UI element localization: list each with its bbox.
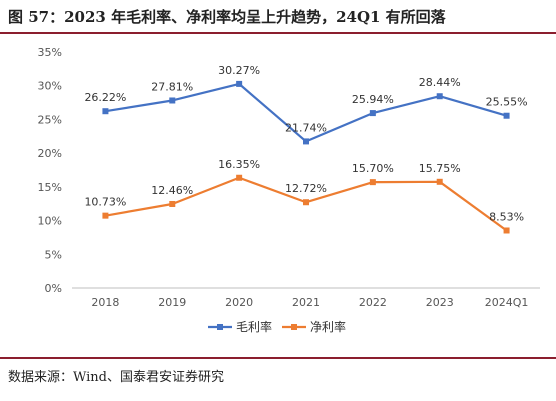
- y-tick-label: 5%: [45, 248, 62, 261]
- x-tick-label: 2023: [426, 296, 454, 309]
- data-label: 10.73%: [84, 196, 126, 209]
- data-point: [102, 108, 109, 115]
- y-tick-label: 20%: [38, 147, 62, 160]
- data-point: [503, 112, 510, 119]
- y-tick-label: 15%: [38, 181, 62, 194]
- data-point: [236, 80, 243, 87]
- y-tick-label: 25%: [38, 113, 62, 126]
- x-tick-label: 2022: [359, 296, 387, 309]
- data-label: 25.55%: [486, 96, 528, 109]
- data-point: [369, 179, 376, 186]
- data-label: 12.46%: [151, 184, 193, 197]
- y-tick-label: 0%: [45, 282, 62, 295]
- x-tick-label: 2021: [292, 296, 320, 309]
- data-label: 30.27%: [218, 64, 260, 77]
- data-point: [436, 178, 443, 185]
- data-point: [436, 93, 443, 100]
- x-tick-label: 2024Q1: [485, 296, 529, 309]
- data-point: [102, 212, 109, 219]
- data-label: 21.74%: [285, 121, 327, 134]
- data-label: 27.81%: [151, 80, 193, 93]
- data-label: 28.44%: [419, 76, 461, 89]
- legend-label-1: 净利率: [310, 319, 346, 334]
- data-label: 12.72%: [285, 182, 327, 195]
- source-rule: [0, 357, 556, 359]
- data-point: [303, 138, 309, 145]
- y-tick-label: 30%: [38, 80, 62, 93]
- data-point: [503, 227, 510, 234]
- x-tick-label: 2019: [158, 296, 186, 309]
- data-point: [236, 174, 243, 181]
- legend-marker-1: [291, 324, 297, 330]
- x-tick-label: 2020: [225, 296, 253, 309]
- y-tick-label: 35%: [38, 46, 62, 59]
- line-chart: 0% 5% 10% 15% 20% 25% 30% 35% 2018 2019 2020 2021 20…: [38, 46, 540, 334]
- data-labels: 26.22% 27.81% 30.27% 21.74% 25.94% 28.44% 25.5…: [84, 64, 527, 224]
- data-label: 15.75%: [419, 162, 461, 175]
- source-note: 数据来源：Wind、国泰君安证券研究: [8, 370, 224, 385]
- data-label: 26.22%: [84, 91, 126, 104]
- data-point: [303, 199, 309, 206]
- data-label: 25.94%: [352, 93, 394, 106]
- data-point: [169, 200, 176, 207]
- data-label: 8.53%: [489, 210, 524, 223]
- x-tick-label: 2018: [91, 296, 119, 309]
- chart-legend: 毛利率 净利率: [208, 319, 346, 334]
- title-rule: [0, 32, 556, 34]
- data-point: [169, 97, 176, 104]
- data-label: 15.70%: [352, 162, 394, 175]
- y-tick-label: 10%: [38, 215, 62, 228]
- legend-label-0: 毛利率: [236, 319, 272, 334]
- data-point: [369, 110, 376, 117]
- chart-axes: 0% 5% 10% 15% 20% 25% 30% 35% 2018 2019 2020 2021 20…: [38, 46, 540, 309]
- legend-marker-0: [217, 324, 223, 330]
- data-label: 16.35%: [218, 158, 260, 171]
- series-lines: [102, 80, 510, 234]
- figure-title: 图 57：2023 年毛利率、净利率均呈上升趋势，24Q1 有所回落: [8, 8, 446, 26]
